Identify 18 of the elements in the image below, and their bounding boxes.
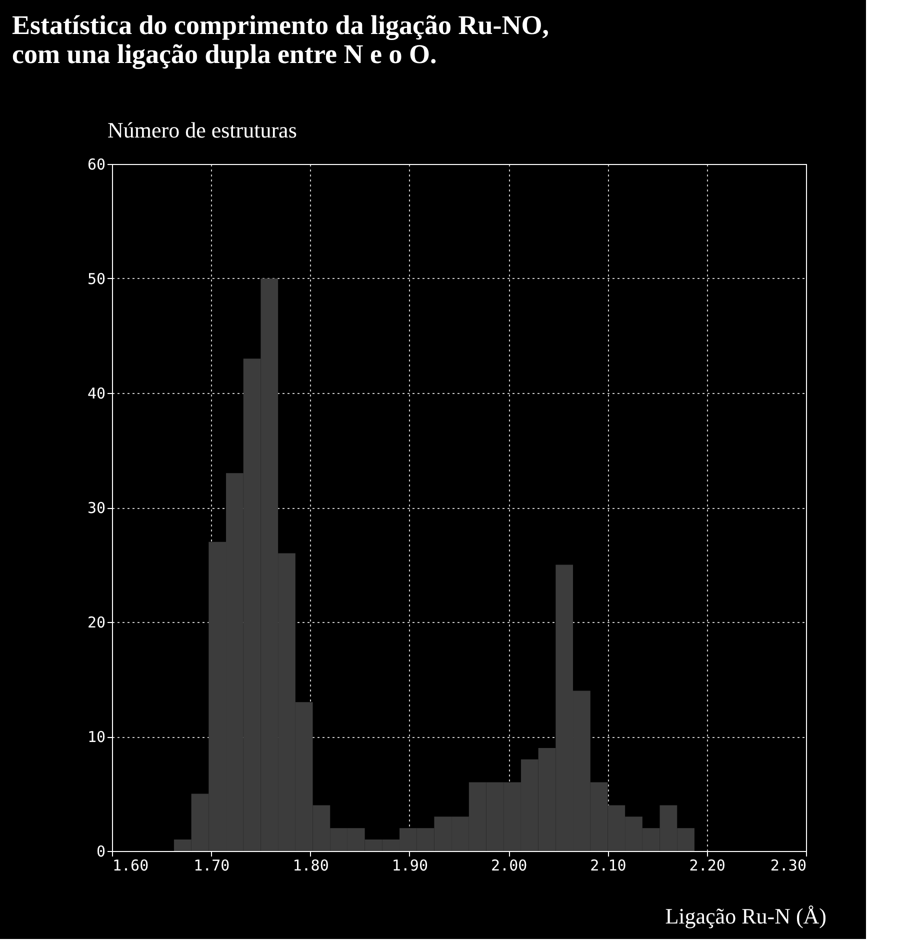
y-tick-label: 10 (87, 728, 106, 746)
chart-title: Estatística do comprimento da ligação Ru-NO, com una ligação dupla entre N e o O. (12, 10, 549, 69)
y-tick-label: 30 (87, 499, 106, 517)
y-axis-title: Número de estruturas (108, 118, 297, 142)
y-tick-label: 60 (87, 156, 106, 174)
x-tick-label: 2.10 (590, 856, 626, 874)
x-tick-label: 1.90 (392, 856, 428, 874)
x-tick-label: 2.00 (491, 856, 528, 874)
y-tick-label: 20 (87, 614, 106, 632)
x-axis-title: Ligação Ru-N (Å) (665, 904, 826, 928)
x-tick-label: 2.30 (770, 856, 806, 874)
y-tick-label: 40 (87, 384, 106, 402)
y-tick-label: 0 (96, 842, 106, 860)
x-tick-label: 2.20 (689, 856, 726, 874)
x-tick-label: 1.70 (194, 856, 230, 874)
x-tick-label: 1.60 (112, 856, 149, 874)
y-tick-label: 50 (87, 270, 106, 288)
x-tick-label: 1.80 (292, 856, 329, 874)
